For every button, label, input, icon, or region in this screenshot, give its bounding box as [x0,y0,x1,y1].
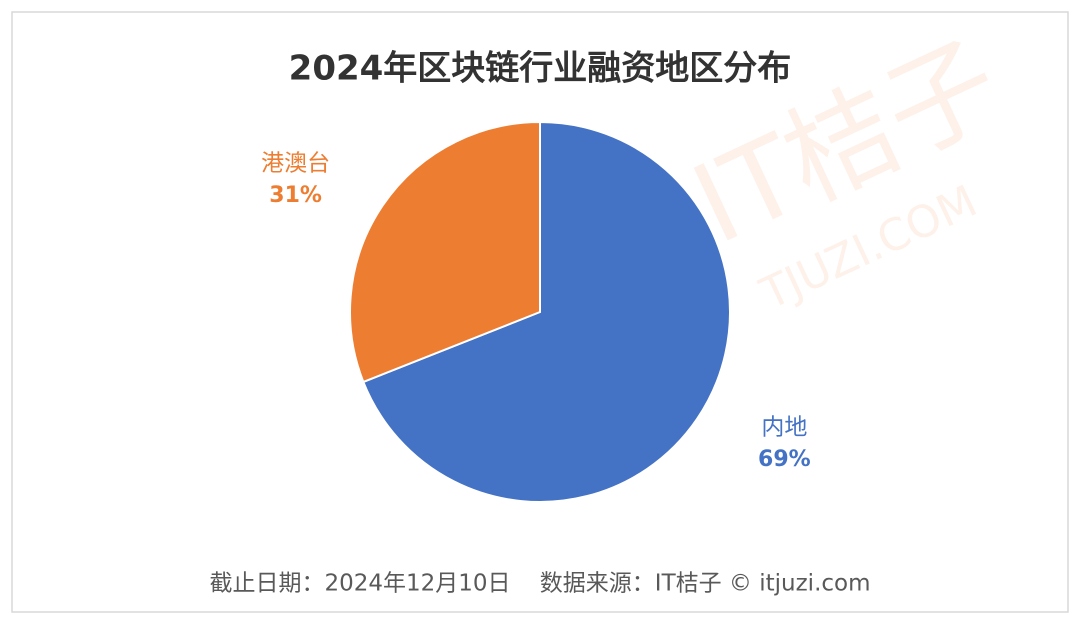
pie: 内地 69% 港澳台 31% [261,120,811,503]
pie-slice [349,120,541,384]
chart-title: 2024年区块链行业融资地区分布 [289,49,792,89]
slice-value-label: 69% [758,447,811,472]
slice-value-label: 31% [269,183,322,208]
slice-category-label: 港澳台 [261,150,330,176]
slice-category-label: 内地 [761,415,807,441]
footer: 截止日期：2024年12月10日 数据来源：IT桔子 © itjuzi.com [209,571,870,597]
pie-slice [362,120,731,503]
